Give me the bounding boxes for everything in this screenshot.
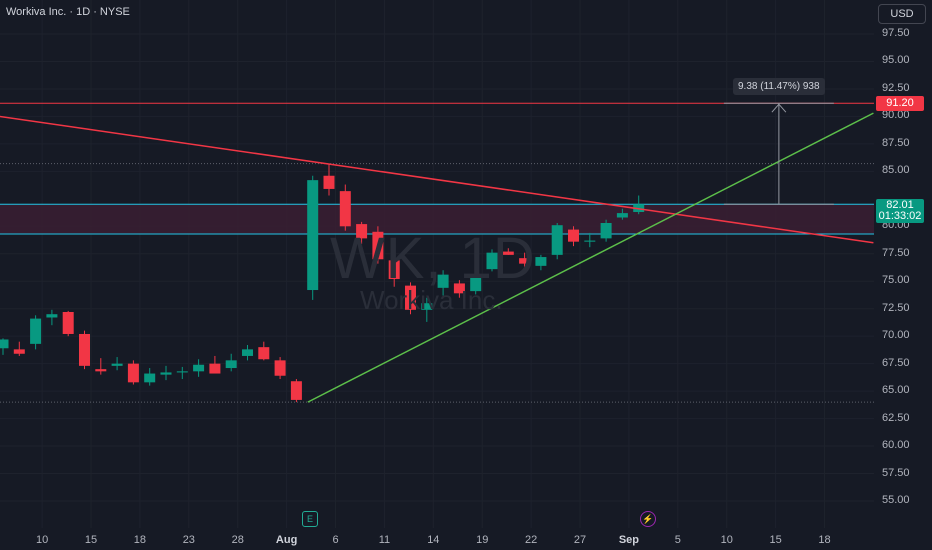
currency-button[interactable]: USD <box>878 4 926 24</box>
candle-body <box>568 229 579 242</box>
date-tick-label: Aug <box>275 534 298 546</box>
candle-body <box>470 276 482 292</box>
candle-body <box>111 363 123 366</box>
date-tick-label: 14 <box>427 534 440 546</box>
candle-body <box>356 224 368 239</box>
candle-body <box>421 303 433 310</box>
candle-body <box>600 222 612 239</box>
date-tick-label: 10 <box>35 534 49 546</box>
price-tick-label: 67.50 <box>882 356 910 369</box>
symbol-header: Workiva Inc. · 1D · NYSE <box>6 6 130 18</box>
countdown-value: 01:33:02 <box>878 210 922 222</box>
date-tick-label: 15 <box>84 534 98 546</box>
price-tick-label: 90.00 <box>882 109 910 122</box>
date-tick-label: Sep <box>618 534 639 546</box>
date-tick-label: 18 <box>133 534 147 546</box>
candle-body <box>95 369 107 372</box>
price-tick-label: 57.50 <box>882 466 910 479</box>
price-tick-label: 70.00 <box>882 329 910 342</box>
candle-body <box>405 285 416 310</box>
price-tick-label: 72.50 <box>882 301 910 314</box>
date-tick-label: 27 <box>573 534 587 546</box>
measure-arrow-head <box>771 103 787 113</box>
candle-body <box>30 318 42 344</box>
candle-body <box>519 258 531 264</box>
candle-body <box>242 349 253 356</box>
candle-body <box>584 240 596 242</box>
date-tick-label: 6 <box>332 534 339 546</box>
candle-body <box>144 373 156 383</box>
date-tick-label: 23 <box>182 534 195 546</box>
date-tick-label: 5 <box>674 534 681 546</box>
price-tick-label: 75.00 <box>882 274 910 287</box>
last-price-tag: 82.01 01:33:02 <box>876 199 924 223</box>
candle-body <box>323 175 335 189</box>
candle-body <box>46 314 58 318</box>
candle-body <box>258 347 270 360</box>
candle-body <box>535 257 547 266</box>
descending-trendline <box>0 115 874 244</box>
price-tick-label: 85.00 <box>882 164 910 177</box>
candle-body <box>193 364 205 372</box>
date-tick-label: 11 <box>378 534 391 546</box>
candle-body <box>502 251 514 255</box>
date-tick-label: 19 <box>476 534 489 546</box>
candle-body <box>176 371 188 373</box>
price-tick-label: 62.50 <box>882 411 910 424</box>
last-price-value: 82.01 <box>886 199 914 211</box>
date-tick-label: 18 <box>818 534 831 546</box>
candle-body <box>437 274 449 288</box>
ascending-trendline <box>307 112 874 403</box>
candle-body <box>274 360 286 376</box>
date-tick-label: 22 <box>524 534 538 546</box>
candle-body <box>127 363 139 383</box>
price-tick-label: 95.00 <box>882 54 910 67</box>
candle-body <box>79 333 90 366</box>
candle-body <box>388 260 400 280</box>
candle-body <box>551 225 563 255</box>
date-tick-label: 10 <box>720 534 733 546</box>
price-tick-label: 60.00 <box>882 439 910 452</box>
candle-body <box>13 349 25 354</box>
zone-band <box>0 204 874 234</box>
measure-label: 9.38 (11.47%) 938 <box>733 78 825 95</box>
date-tick-label: 15 <box>769 534 782 546</box>
candle-body <box>290 381 302 400</box>
candle-body <box>307 180 319 291</box>
candle-body <box>486 252 498 270</box>
price-tick-label: 87.50 <box>882 136 910 149</box>
candle-body <box>209 363 221 374</box>
price-tick-label: 65.00 <box>882 384 910 397</box>
level-price-tag: 91.20 <box>876 96 924 111</box>
candle-body <box>62 312 74 334</box>
candle-body <box>160 372 172 375</box>
price-tick-label: 92.50 <box>882 81 910 94</box>
price-tick-label: 55.00 <box>882 494 910 506</box>
candle-body <box>453 283 465 294</box>
candle-body <box>616 213 628 218</box>
candle-body <box>225 360 237 369</box>
candle-body <box>339 191 351 227</box>
candle-body <box>372 231 384 260</box>
date-tick-label: 28 <box>231 534 244 546</box>
candle-body <box>0 339 9 349</box>
price-tick-label: 97.50 <box>882 27 910 39</box>
dividend-icon[interactable]: ⚡ <box>640 511 656 527</box>
price-tick-label: 77.50 <box>882 246 910 259</box>
earnings-icon[interactable]: E <box>302 511 318 527</box>
